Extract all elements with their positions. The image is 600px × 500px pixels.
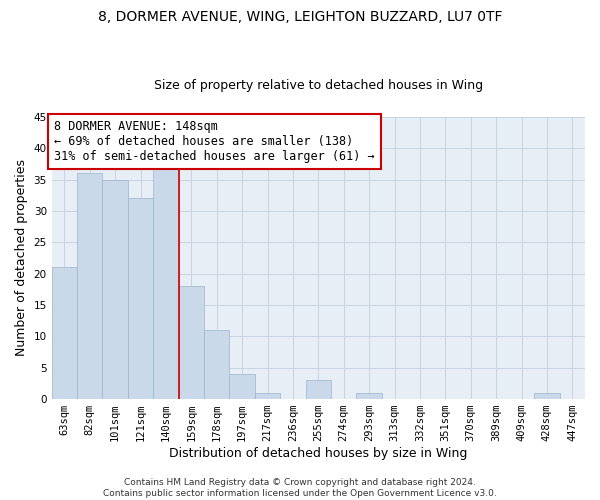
Bar: [305, 380, 331, 399]
Bar: [356, 393, 382, 399]
Bar: [52, 268, 77, 399]
Bar: [204, 330, 229, 399]
Text: Contains HM Land Registry data © Crown copyright and database right 2024.
Contai: Contains HM Land Registry data © Crown c…: [103, 478, 497, 498]
Bar: [229, 374, 255, 399]
Text: 8 DORMER AVENUE: 148sqm
← 69% of detached houses are smaller (138)
31% of semi-d: 8 DORMER AVENUE: 148sqm ← 69% of detache…: [55, 120, 375, 162]
Text: 8, DORMER AVENUE, WING, LEIGHTON BUZZARD, LU7 0TF: 8, DORMER AVENUE, WING, LEIGHTON BUZZARD…: [98, 10, 502, 24]
X-axis label: Distribution of detached houses by size in Wing: Distribution of detached houses by size …: [169, 447, 467, 460]
Bar: [179, 286, 204, 399]
Y-axis label: Number of detached properties: Number of detached properties: [15, 160, 28, 356]
Bar: [255, 393, 280, 399]
Bar: [77, 173, 103, 399]
Bar: [153, 167, 179, 399]
Title: Size of property relative to detached houses in Wing: Size of property relative to detached ho…: [154, 79, 483, 92]
Bar: [534, 393, 560, 399]
Bar: [103, 180, 128, 399]
Bar: [128, 198, 153, 399]
